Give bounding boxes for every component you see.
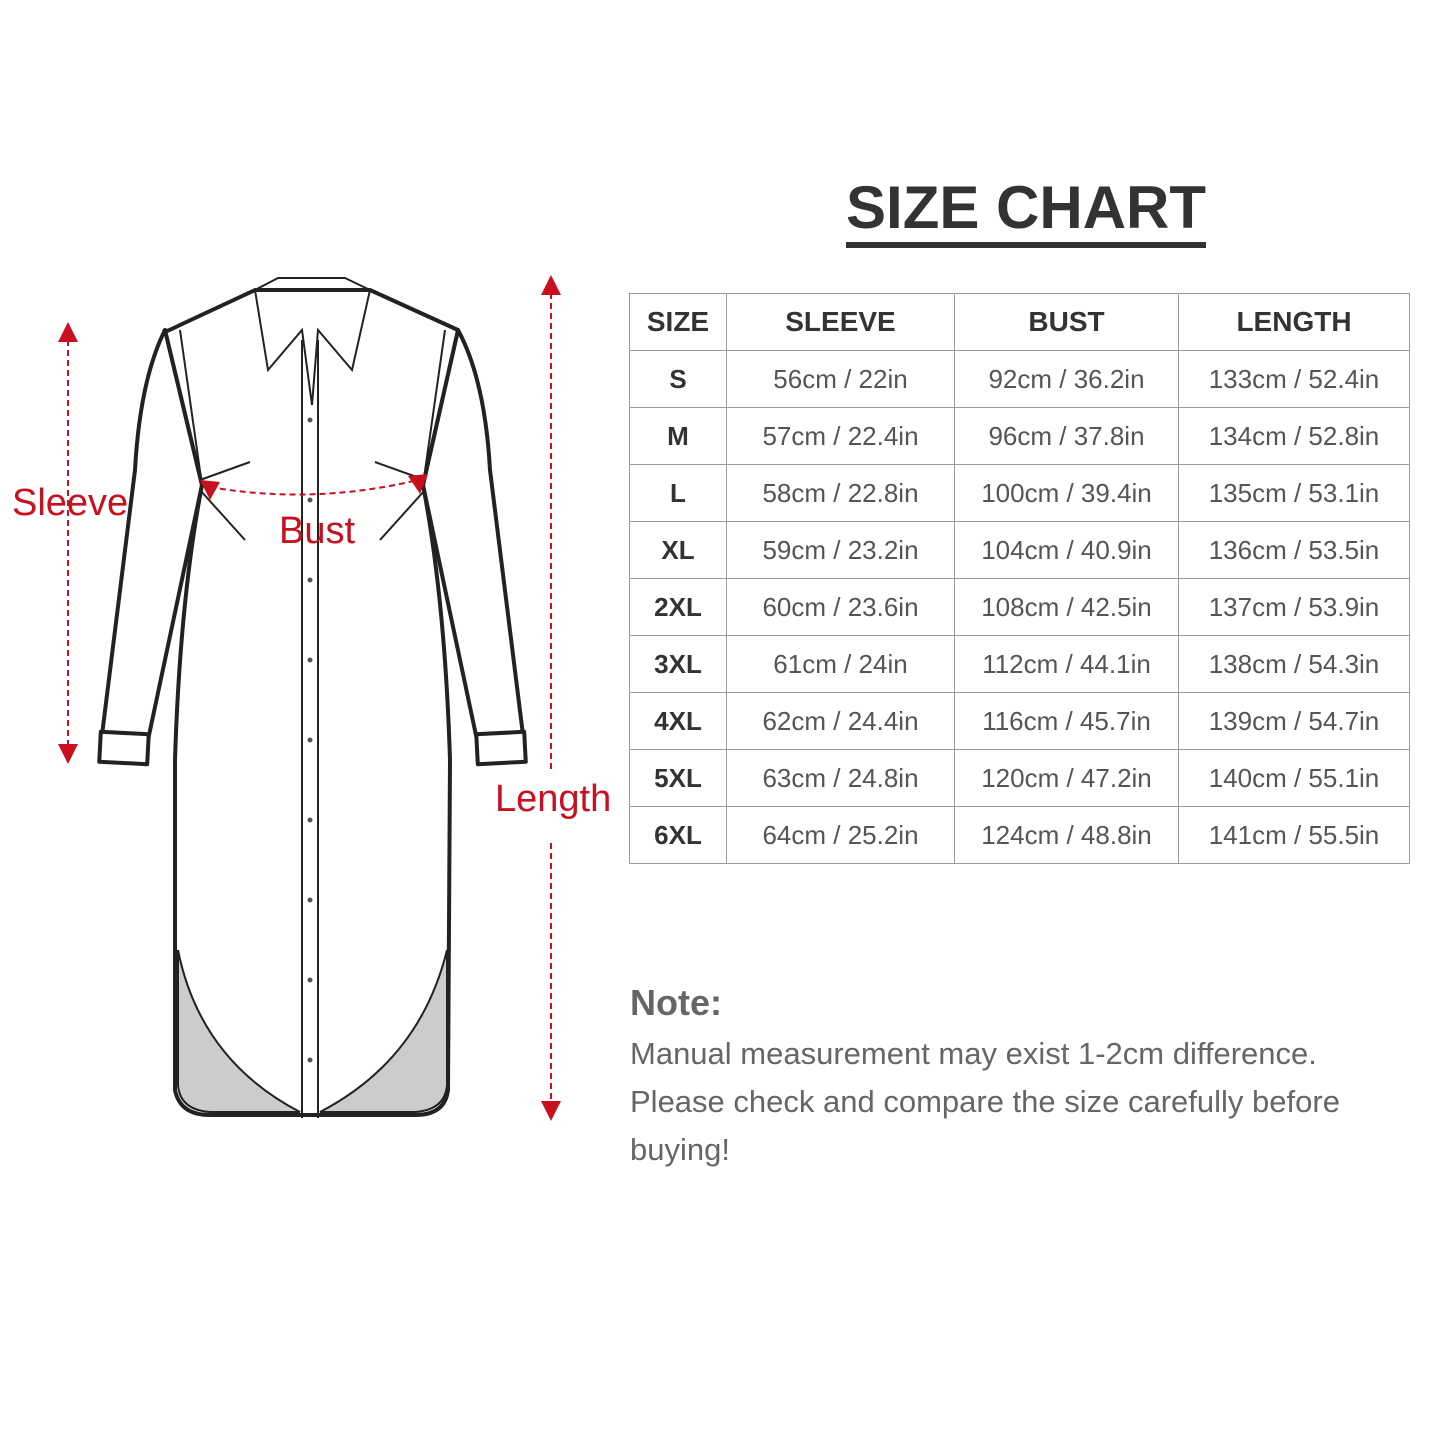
cell-bust: 108cm / 42.5in [954,578,1179,636]
cell-bust: 116cm / 45.7in [954,692,1179,750]
cell-length: 139cm / 54.7in [1178,692,1410,750]
collar [253,277,372,406]
cell-length: 136cm / 53.5in [1178,521,1410,579]
cell-length: 138cm / 54.3in [1178,635,1410,693]
dress-body [162,288,460,1117]
cell-sleeve: 56cm / 22in [726,350,955,408]
table-row: S 56cm / 22in 92cm / 36.2in 133cm / 52.4in [629,350,1410,408]
cell-size: 4XL [629,692,727,750]
header-sleeve: SLEEVE [726,293,955,351]
arrow-up-icon [58,322,78,342]
cell-length: 134cm / 52.8in [1178,407,1410,465]
right-sleeve [421,328,525,742]
cell-size: 2XL [629,578,727,636]
cell-size: 3XL [629,635,727,693]
table-row: XL 59cm / 23.2in 104cm / 40.9in 136cm / 53.… [629,521,1410,579]
cell-sleeve: 60cm / 23.6in [726,578,955,636]
page-title: SIZE CHART [846,176,1206,248]
header-size: SIZE [629,293,727,351]
cell-size: 6XL [629,806,727,864]
cell-bust: 96cm / 37.8in [954,407,1179,465]
arrow-down-icon [58,744,78,764]
cell-sleeve: 59cm / 23.2in [726,521,955,579]
cell-size: S [629,350,727,408]
cell-bust: 92cm / 36.2in [954,350,1179,408]
cell-size: 5XL [629,749,727,807]
cell-bust: 104cm / 40.9in [954,521,1179,579]
right-cuff [474,729,528,767]
cell-length: 137cm / 53.9in [1178,578,1410,636]
cell-sleeve: 61cm / 24in [726,635,955,693]
cell-bust: 100cm / 39.4in [954,464,1179,522]
size-table: SIZE SLEEVE BUST LENGTH S 56cm / 22in 92cm… [629,293,1410,864]
arrow-right-icon [408,474,428,494]
header-length: LENGTH [1178,293,1410,351]
cell-sleeve: 63cm / 24.8in [726,749,955,807]
left-cuff [97,729,151,767]
cell-bust: 120cm / 47.2in [954,749,1179,807]
cell-sleeve: 62cm / 24.4in [726,692,955,750]
cell-length: 141cm / 55.5in [1178,806,1410,864]
table-row: 5XL 63cm / 24.8in 120cm / 47.2in 140cm / 55… [629,749,1410,807]
note-heading: Note: [630,982,722,1023]
table-row: L 58cm / 22.8in 100cm / 39.4in 135cm / 53.1… [629,464,1410,522]
cell-length: 135cm / 53.1in [1178,464,1410,522]
table-row: 6XL 64cm / 25.2in 124cm / 48.8in 141cm / 55… [629,806,1410,864]
cell-bust: 124cm / 48.8in [954,806,1179,864]
left-sleeve [100,328,204,742]
left-hem-panel [177,949,301,1113]
cell-sleeve: 64cm / 25.2in [726,806,955,864]
arrow-up-icon [541,275,561,295]
cell-size: XL [629,521,727,579]
cell-size: M [629,407,727,465]
table-row: 2XL 60cm / 23.6in 108cm / 42.5in 137cm / 53… [629,578,1410,636]
table-header-row: SIZE SLEEVE BUST LENGTH [629,293,1410,351]
table-row: 3XL 61cm / 24in 112cm / 44.1in 138cm / 54.3… [629,635,1410,693]
cell-sleeve: 57cm / 22.4in [726,407,955,465]
arrow-left-icon [200,480,220,500]
bust-measure-line [209,479,419,496]
cell-size: L [629,464,727,522]
table-row: M 57cm / 22.4in 96cm / 37.8in 134cm / 52.8i… [629,407,1410,465]
note-line: Manual measurement may exist 1-2cm diffe… [630,1036,1317,1071]
cell-sleeve: 58cm / 22.8in [726,464,955,522]
header-bust: BUST [954,293,1179,351]
right-hem-panel [319,949,448,1113]
sleeve-label: Sleeve [12,482,129,524]
cell-bust: 112cm / 44.1in [954,635,1179,693]
arrow-down-icon [541,1101,561,1121]
note-line: Please check and compare the size carefu… [630,1084,1340,1167]
cell-length: 133cm / 52.4in [1178,350,1410,408]
placket [301,340,319,1118]
length-label: Length [495,778,612,820]
note-section: Note: Manual measurement may exist 1-2cm… [630,982,1430,1174]
table-row: 4XL 62cm / 24.4in 116cm / 45.7in 139cm / 54… [629,692,1410,750]
buttons [307,417,313,1063]
cell-length: 140cm / 55.1in [1178,749,1410,807]
bust-label: Bust [279,510,356,552]
